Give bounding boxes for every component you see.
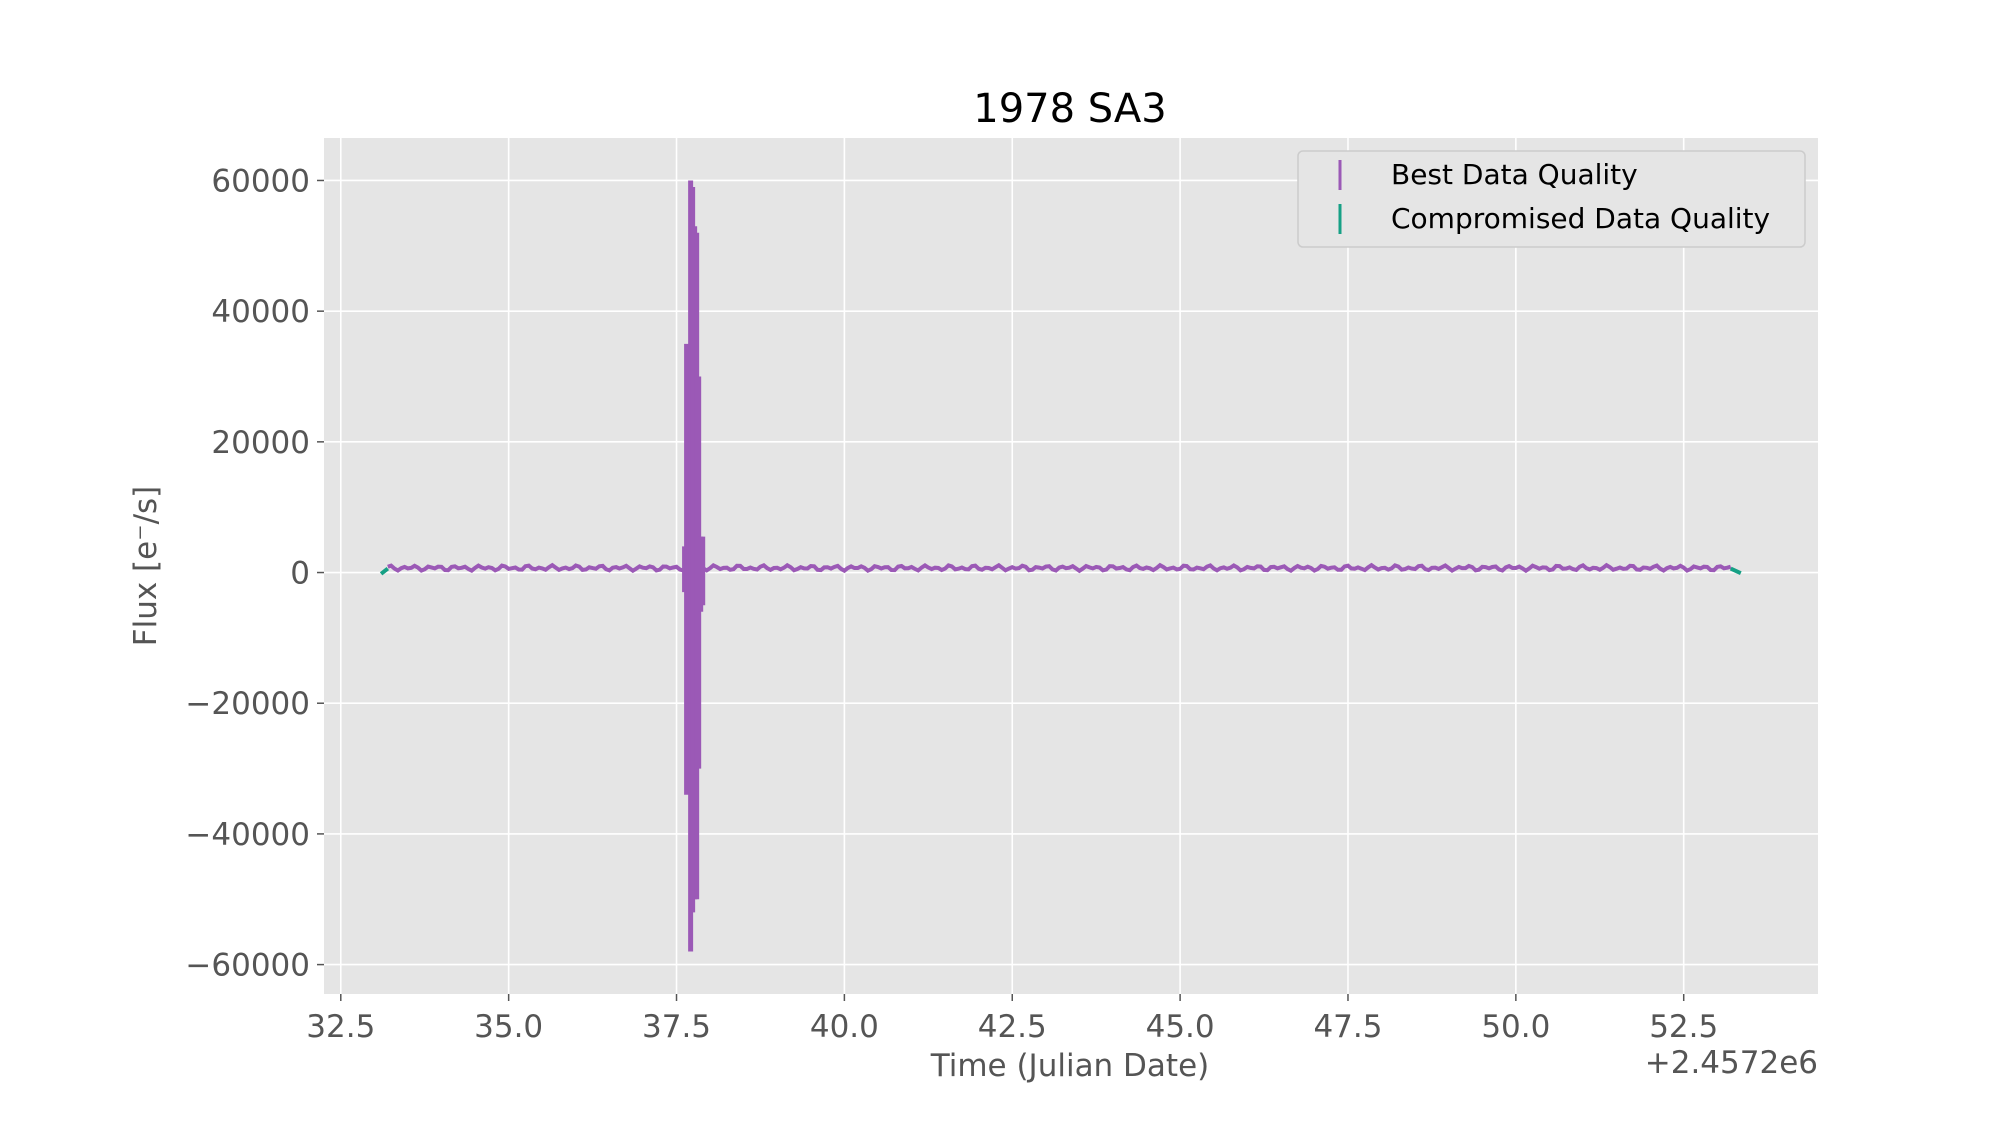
y-axis-label: Flux [e⁻/s]: [128, 486, 164, 647]
y-tick-label: −20000: [185, 686, 310, 722]
best-quality-baseline: [387, 562, 1732, 574]
legend-label-compromised: Compromised Data Quality: [1391, 202, 1770, 235]
y-tick-label: 20000: [211, 425, 310, 461]
x-axis: 32.5 35.0 37.5 40.0 42.5 45.0 47.5 50.0 52.5: [306, 994, 1718, 1045]
y-tick-label: 0: [290, 556, 310, 592]
y-tick-label: −40000: [185, 817, 310, 853]
legend: Best Data Quality Compromised Data Quali…: [1297, 150, 1806, 248]
x-tick-label: 37.5: [642, 1009, 711, 1045]
x-tick-label: 50.0: [1481, 1009, 1550, 1045]
x-axis-offset-label: +2.4572e6: [1645, 1045, 1818, 1081]
y-axis: −60000 −40000 −20000 0 20000 40000 60000: [185, 163, 324, 984]
legend-label-best: Best Data Quality: [1391, 158, 1638, 191]
y-tick-label: 60000: [211, 163, 310, 199]
x-axis-label: Time (Julian Date): [930, 1048, 1210, 1084]
compromised-quality-segment: [379, 567, 390, 576]
compromised-quality-segment: [1729, 566, 1742, 576]
grid: [324, 138, 1818, 994]
chart-title: 1978 SA3: [973, 86, 1166, 132]
x-tick-label: 45.0: [1146, 1009, 1215, 1045]
x-tick-label: 47.5: [1313, 1009, 1382, 1045]
legend-box: [1297, 150, 1806, 248]
x-tick-label: 35.0: [474, 1009, 543, 1045]
x-tick-label: 42.5: [978, 1009, 1047, 1045]
y-tick-label: −60000: [185, 948, 310, 984]
x-tick-label: 40.0: [810, 1009, 879, 1045]
series-layer: [379, 180, 1742, 952]
x-tick-label: 32.5: [306, 1009, 375, 1045]
y-tick-label: 40000: [211, 294, 310, 330]
x-tick-label: 52.5: [1649, 1009, 1718, 1045]
